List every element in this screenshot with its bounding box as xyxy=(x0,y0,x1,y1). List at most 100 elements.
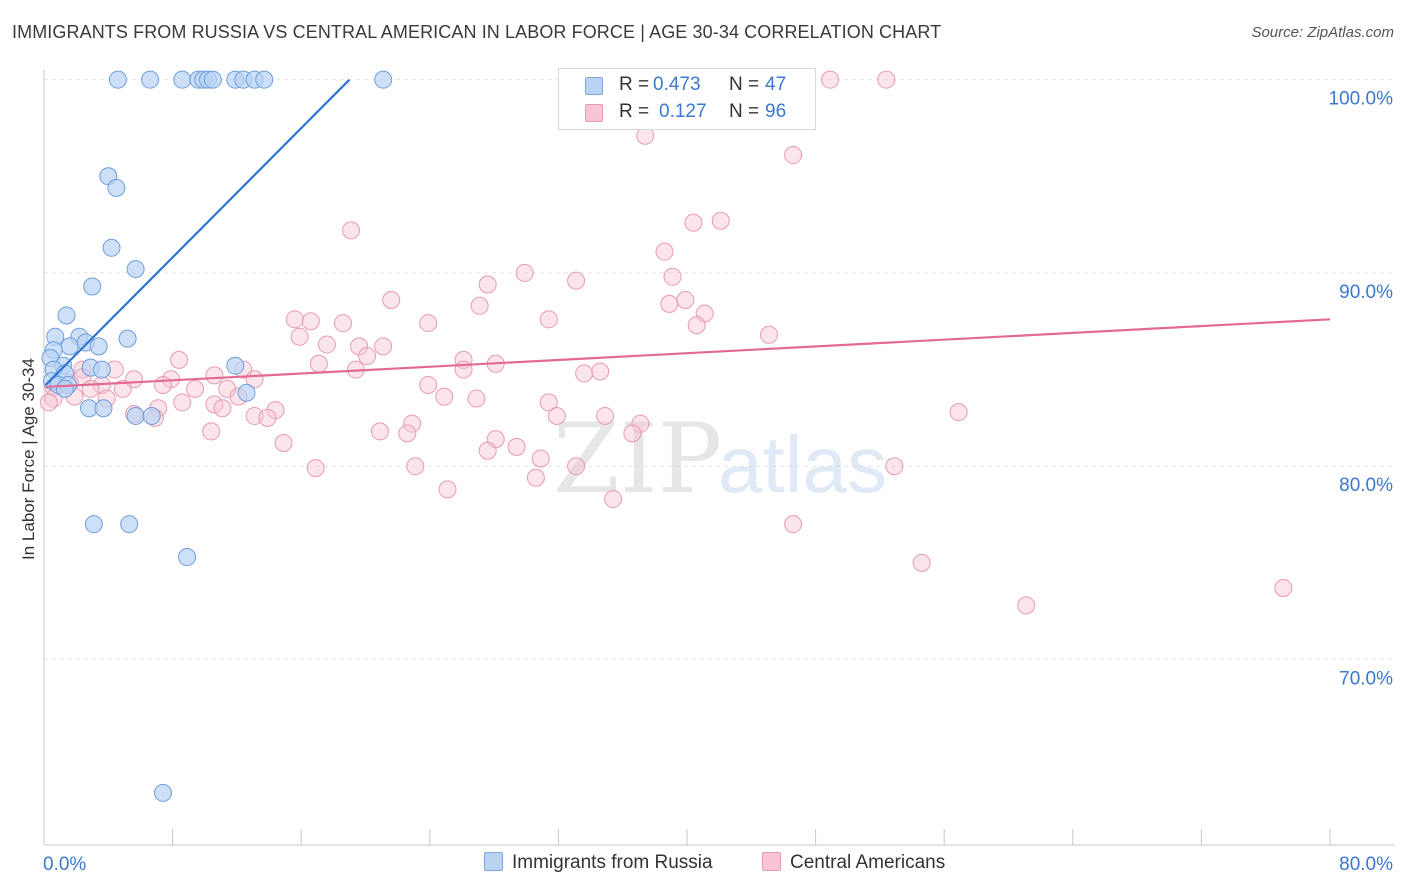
legend-swatch-blue xyxy=(585,77,603,95)
data-point-central xyxy=(676,290,695,309)
data-point-russia xyxy=(94,399,113,418)
data-point-central xyxy=(515,263,534,282)
data-point-central xyxy=(531,449,550,468)
data-point-central xyxy=(470,296,489,315)
data-point-central xyxy=(342,221,361,240)
data-point-central xyxy=(655,242,674,261)
watermark: ZIP atlas xyxy=(553,403,887,515)
data-point-central xyxy=(478,275,497,294)
data-point-central xyxy=(877,70,896,89)
data-point-russia xyxy=(173,70,192,89)
data-point-central xyxy=(438,480,457,499)
data-point-central xyxy=(660,294,679,313)
legend-item-russia[interactable]: Immigrants from Russia xyxy=(484,852,713,874)
data-point-central xyxy=(567,271,586,290)
data-point-russia xyxy=(118,329,137,348)
data-point-central xyxy=(949,403,968,422)
y-tick-label: 90.0% xyxy=(1339,282,1393,303)
data-point-russia xyxy=(83,277,102,296)
legend-label-russia: Immigrants from Russia xyxy=(512,852,713,873)
data-point-central xyxy=(113,379,132,398)
legend-n-label: N = xyxy=(729,74,760,95)
tick-labels: 100.0% 90.0% 80.0% 70.0% 0.0% 80.0% xyxy=(43,89,1393,875)
data-point-central xyxy=(435,387,454,406)
data-point-central xyxy=(170,350,189,369)
data-point-central xyxy=(604,490,623,509)
legend-r-value-russia: 0.473 xyxy=(653,74,701,95)
data-point-central xyxy=(309,354,328,373)
data-point-central xyxy=(374,337,393,356)
legend-r-label: R = xyxy=(619,74,650,95)
chart-title: IMMIGRANTS FROM RUSSIA VS CENTRAL AMERIC… xyxy=(12,22,942,42)
data-point-central xyxy=(1274,578,1293,597)
legend-label-central: Central Americans xyxy=(790,852,946,873)
data-point-russia xyxy=(153,783,172,802)
data-point-central xyxy=(153,376,172,395)
data-point-central xyxy=(711,211,730,230)
data-point-central xyxy=(759,325,778,344)
data-point-central xyxy=(885,457,904,476)
data-point-central xyxy=(784,146,803,165)
x-tick-label: 80.0% xyxy=(1339,854,1393,875)
data-point-russia xyxy=(374,70,393,89)
data-point-central xyxy=(290,327,309,346)
data-point-central xyxy=(539,310,558,329)
data-point-russia xyxy=(126,406,145,425)
data-point-central xyxy=(567,457,586,476)
data-point-central xyxy=(173,393,192,412)
data-point-russia xyxy=(89,337,108,356)
data-point-central xyxy=(623,424,642,443)
correlation-legend: R = 0.473 N = 47 R = 0.127 N = 96 xyxy=(558,68,816,130)
data-point-central xyxy=(419,376,438,395)
data-point-central xyxy=(784,515,803,534)
data-point-central xyxy=(526,468,545,487)
legend-item-central[interactable]: Central Americans xyxy=(762,852,945,874)
data-point-central xyxy=(317,335,336,354)
data-point-russia xyxy=(141,70,160,89)
data-point-central xyxy=(306,459,325,478)
data-point-central xyxy=(821,70,840,89)
data-point-russia xyxy=(126,260,145,279)
legend-n-value-russia: 47 xyxy=(765,74,787,95)
legend-n-label: N = xyxy=(729,101,760,122)
legend-swatch-pink xyxy=(585,104,603,122)
y-tick-label: 80.0% xyxy=(1339,475,1393,496)
data-point-russia xyxy=(237,383,256,402)
data-point-central xyxy=(81,379,100,398)
legend-r-value-central: 0.127 xyxy=(659,101,707,122)
data-point-central xyxy=(1017,596,1036,615)
data-point-central xyxy=(202,422,221,441)
data-point-central xyxy=(213,399,232,418)
data-point-central xyxy=(258,408,277,427)
data-point-central xyxy=(39,393,58,412)
legend-n-value-central: 96 xyxy=(765,101,787,122)
data-point-central xyxy=(663,267,682,286)
data-point-central xyxy=(301,312,320,331)
data-point-central xyxy=(186,379,205,398)
data-point-central xyxy=(419,314,438,333)
data-point-central xyxy=(507,437,526,456)
legend-swatch-blue xyxy=(484,852,503,871)
series-central-americans xyxy=(39,70,1293,615)
x-tick-label: 0.0% xyxy=(43,854,86,875)
data-point-russia xyxy=(84,515,103,534)
data-point-central xyxy=(406,457,425,476)
watermark-atlas: atlas xyxy=(718,420,887,509)
data-point-russia xyxy=(55,379,74,398)
data-point-central xyxy=(285,310,304,329)
trend-line-russia xyxy=(44,78,351,386)
data-point-central xyxy=(596,406,615,425)
data-point-central xyxy=(370,422,389,441)
data-point-central xyxy=(912,553,931,572)
data-point-central xyxy=(382,290,401,309)
data-point-russia xyxy=(255,70,274,89)
trend-line-central xyxy=(45,318,1331,389)
data-point-central xyxy=(591,362,610,381)
data-point-central xyxy=(478,441,497,460)
data-point-russia xyxy=(178,548,197,567)
series-legend: Immigrants from Russia Central Americans xyxy=(0,850,1406,878)
data-point-russia xyxy=(226,356,245,375)
data-point-central xyxy=(274,434,293,453)
data-point-russia xyxy=(92,360,111,379)
